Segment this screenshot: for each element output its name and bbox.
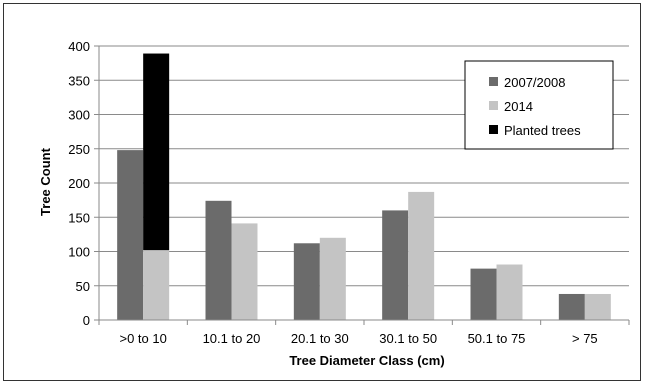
legend-label: 2014 (504, 99, 533, 114)
y-axis-title: Tree Count (38, 147, 53, 216)
bar-2014 (143, 250, 170, 320)
legend-label: Planted trees (504, 123, 581, 138)
legend-swatch (489, 77, 498, 86)
bars (117, 53, 611, 320)
y-tick-labels: 0 50 100 150 200 250 300 350 400 (68, 39, 99, 328)
y-tick-label: 50 (76, 279, 90, 294)
y-tick-label: 150 (68, 210, 90, 225)
y-tick-label: 250 (68, 142, 90, 157)
y-tick-label: 100 (68, 245, 90, 260)
x-tick-label: > 75 (572, 331, 598, 346)
legend-swatch (489, 125, 498, 134)
bar-2014 (584, 293, 611, 320)
y-tick-label: 400 (68, 39, 90, 54)
y-tick-label: 0 (83, 313, 90, 328)
legend-label: 2007/2008 (504, 75, 565, 90)
x-axis-title: Tree Diameter Class (cm) (289, 353, 444, 368)
bar-2007-2008 (293, 243, 320, 320)
x-tick-label: 30.1 to 50 (379, 331, 437, 346)
bar-2014 (231, 223, 258, 320)
y-tick-label: 350 (68, 73, 90, 88)
x-tick-labels: >0 to 10 10.1 to 20 20.1 to 30 30.1 to 50 50… (98, 320, 630, 346)
bar-2007-2008 (205, 200, 232, 320)
x-tick-label: 20.1 to 30 (291, 331, 349, 346)
bar-chart: 0 50 100 150 200 250 300 350 400 >0 to 10 10.1 to… (38, 39, 630, 368)
x-tick-label: >0 to 10 (119, 331, 166, 346)
legend: 2007/2008 2014 Planted trees (464, 60, 614, 150)
bar-2014 (319, 237, 346, 320)
y-tick-label: 200 (68, 176, 90, 191)
y-tick-label: 300 (68, 108, 90, 123)
bar-planted-trees (143, 53, 170, 251)
bar-2007-2008 (558, 293, 585, 320)
bar-2014 (408, 191, 435, 320)
chart-frame: 0 50 100 150 200 250 300 350 400 >0 to 10 10.1 to… (3, 3, 641, 381)
gridlines (99, 45, 629, 321)
legend-swatch (489, 101, 498, 110)
bar-2007-2008 (382, 210, 409, 320)
bar-2014 (496, 264, 523, 320)
bar-2007-2008 (470, 268, 497, 320)
x-tick-label: 50.1 to 75 (468, 331, 526, 346)
bar-2007-2008 (117, 150, 144, 320)
x-tick-label: 10.1 to 20 (203, 331, 261, 346)
